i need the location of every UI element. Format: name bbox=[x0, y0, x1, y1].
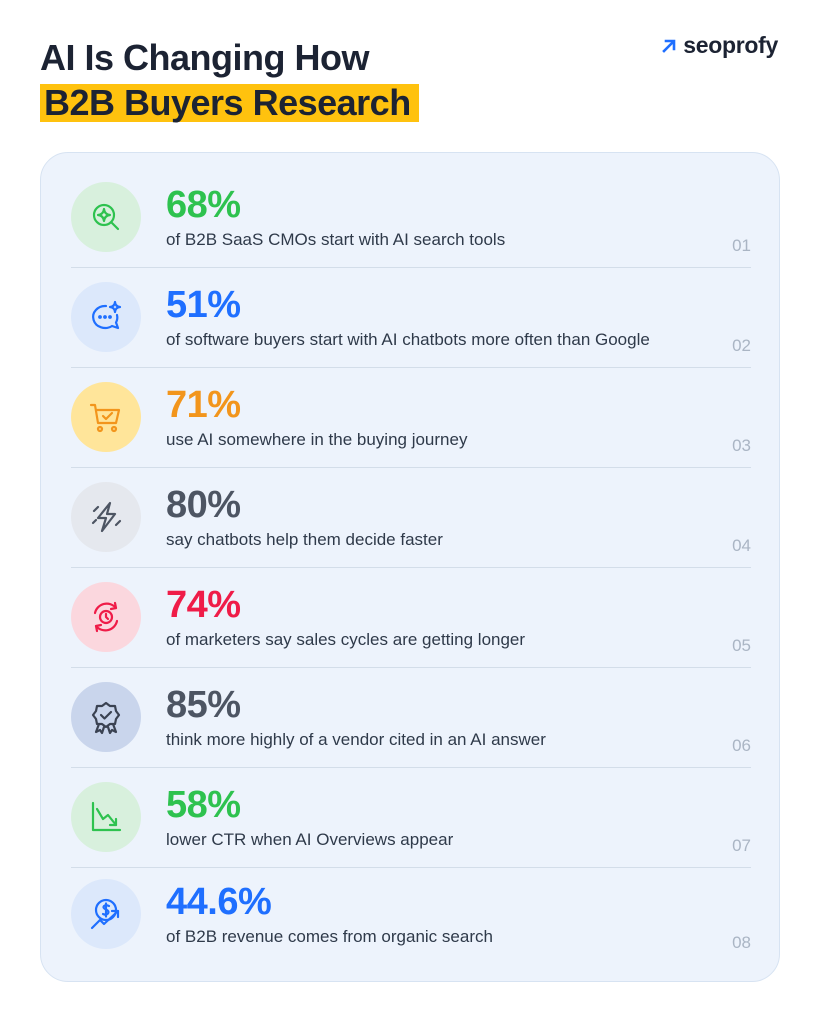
stat-row: 85% think more highly of a vendor cited … bbox=[71, 668, 751, 768]
stat-row: 51% of software buyers start with AI cha… bbox=[71, 268, 751, 368]
stat-number: 01 bbox=[732, 236, 751, 255]
divider bbox=[71, 567, 751, 568]
divider bbox=[71, 267, 751, 268]
stat-number: 03 bbox=[732, 436, 751, 455]
stat-value: 85% bbox=[166, 684, 241, 726]
trend-down-icon bbox=[71, 782, 141, 852]
page-title: AI Is Changing How B2B Buyers Research bbox=[40, 36, 419, 122]
divider bbox=[71, 667, 751, 668]
chat-sparkle-icon bbox=[71, 282, 141, 352]
stat-description: of B2B SaaS CMOs start with AI search to… bbox=[166, 230, 506, 249]
stat-number: 07 bbox=[732, 836, 751, 855]
divider bbox=[71, 767, 751, 768]
divider bbox=[71, 867, 751, 868]
title-line-1: AI Is Changing How bbox=[40, 37, 369, 78]
stat-description: use AI somewhere in the buying journey bbox=[166, 430, 468, 449]
stat-value: 51% bbox=[166, 284, 241, 326]
ai-search-icon bbox=[71, 182, 141, 252]
stat-row: 80% say chatbots help them decide faster… bbox=[71, 468, 751, 568]
stat-number: 04 bbox=[732, 536, 751, 555]
brand-logo: seoprofy bbox=[661, 32, 778, 59]
lightning-icon bbox=[71, 482, 141, 552]
stat-row: 44.6% of B2B revenue comes from organic … bbox=[71, 865, 751, 965]
stat-number: 02 bbox=[732, 336, 751, 355]
stats-card: 68% of B2B SaaS CMOs start with AI searc… bbox=[40, 152, 780, 982]
stat-row: 74% of marketers say sales cycles are ge… bbox=[71, 568, 751, 668]
stat-row: 68% of B2B SaaS CMOs start with AI searc… bbox=[71, 168, 751, 268]
divider bbox=[71, 367, 751, 368]
stat-description: say chatbots help them decide faster bbox=[166, 530, 443, 549]
stat-description: of software buyers start with AI chatbot… bbox=[166, 330, 650, 349]
stat-value: 58% bbox=[166, 784, 241, 826]
stat-description: think more highly of a vendor cited in a… bbox=[166, 730, 546, 749]
stat-description: of B2B revenue comes from organic search bbox=[166, 927, 493, 946]
stat-row: 58% lower CTR when AI Overviews appear 0… bbox=[71, 768, 751, 868]
revenue-growth-icon bbox=[71, 879, 141, 949]
title-line-2: B2B Buyers Research bbox=[44, 82, 411, 123]
shopping-cart-icon bbox=[71, 382, 141, 452]
stat-value: 74% bbox=[166, 584, 241, 626]
brand-name: seoprofy bbox=[683, 32, 778, 58]
stat-value: 44.6% bbox=[166, 881, 272, 923]
stat-value: 80% bbox=[166, 484, 241, 526]
stat-number: 08 bbox=[732, 933, 751, 952]
stat-value: 68% bbox=[166, 184, 241, 226]
divider bbox=[71, 467, 751, 468]
stat-number: 06 bbox=[732, 736, 751, 755]
arrow-up-right-icon bbox=[662, 39, 676, 53]
stat-number: 05 bbox=[732, 636, 751, 655]
stat-value: 71% bbox=[166, 384, 241, 426]
stat-row: 71% use AI somewhere in the buying journ… bbox=[71, 368, 751, 468]
clock-cycle-icon bbox=[71, 582, 141, 652]
stat-description: of marketers say sales cycles are gettin… bbox=[166, 630, 526, 649]
badge-check-icon bbox=[71, 682, 141, 752]
title-highlight: B2B Buyers Research bbox=[40, 84, 419, 122]
stat-description: lower CTR when AI Overviews appear bbox=[166, 830, 454, 849]
